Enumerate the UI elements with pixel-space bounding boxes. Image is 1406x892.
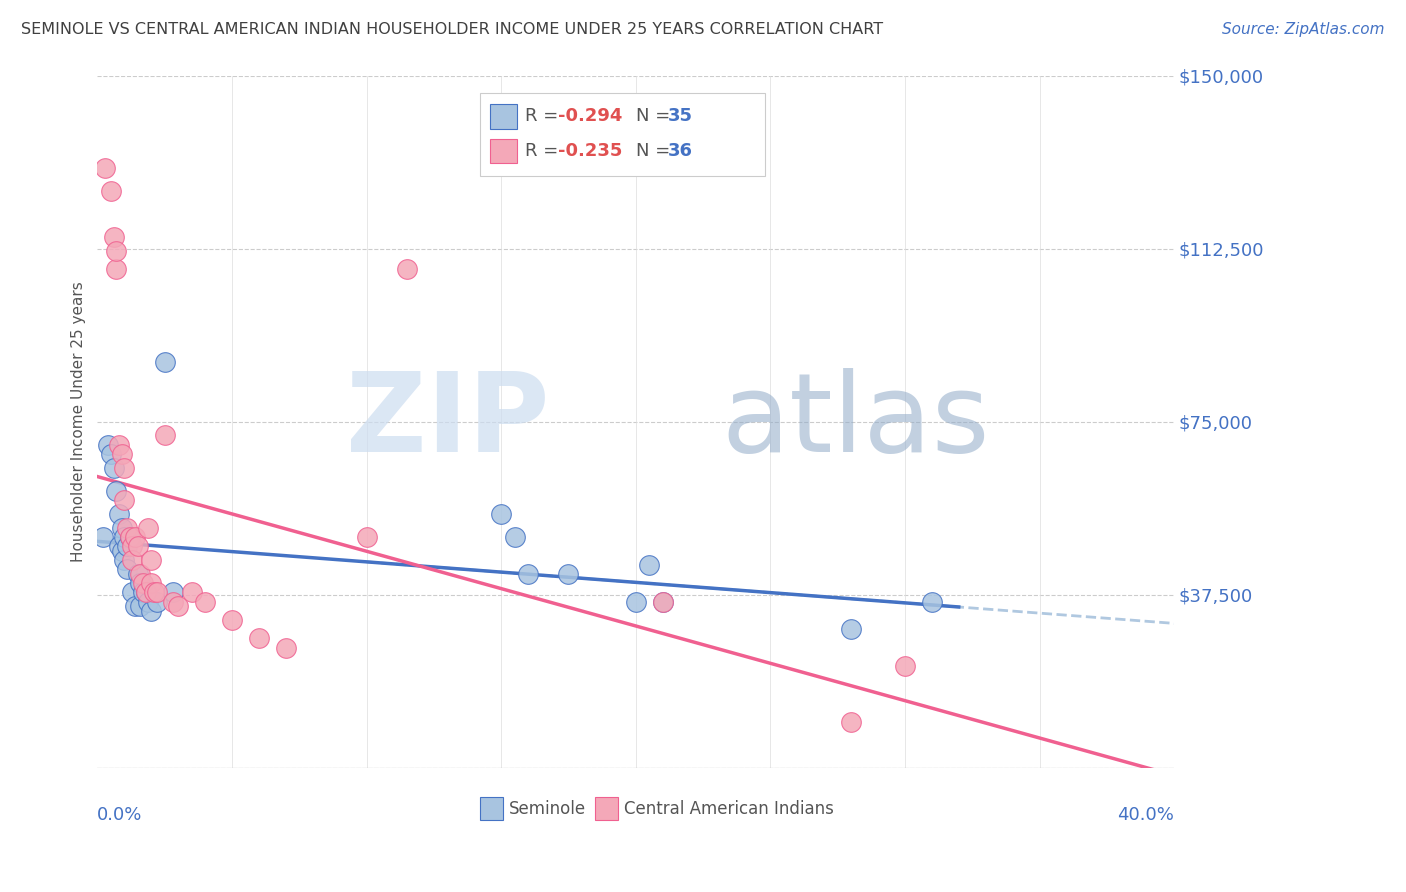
Point: [121, 553, 143, 567]
Point: [145, 585, 167, 599]
Text: ZIP: ZIP: [346, 368, 550, 475]
Bar: [595, 797, 619, 820]
Point: [153, 354, 176, 368]
Text: -0.294: -0.294: [558, 107, 623, 126]
Point: [110, 447, 132, 461]
Point: [129, 566, 152, 581]
Point: [118, 530, 141, 544]
Point: [105, 244, 128, 258]
Point: [127, 566, 149, 581]
Point: [115, 539, 138, 553]
Text: N =: N =: [636, 107, 676, 126]
Point: [839, 714, 862, 729]
Text: N =: N =: [636, 142, 676, 160]
Point: [91, 530, 114, 544]
Point: [274, 640, 297, 655]
Point: [124, 599, 146, 614]
Point: [142, 585, 165, 599]
Point: [141, 604, 163, 618]
Point: [115, 521, 138, 535]
Text: SEMINOLE VS CENTRAL AMERICAN INDIAN HOUSEHOLDER INCOME UNDER 25 YEARS CORRELATIO: SEMINOLE VS CENTRAL AMERICAN INDIAN HOUS…: [21, 22, 883, 37]
Point: [105, 483, 128, 498]
Point: [638, 558, 661, 572]
Point: [194, 594, 217, 608]
Point: [517, 566, 540, 581]
Text: R =: R =: [524, 142, 564, 160]
Point: [145, 594, 167, 608]
Point: [921, 594, 943, 608]
Point: [247, 632, 270, 646]
Point: [124, 530, 146, 544]
Point: [108, 438, 131, 452]
Point: [141, 553, 163, 567]
Point: [167, 599, 190, 614]
Point: [356, 530, 378, 544]
Point: [103, 460, 125, 475]
Text: R =: R =: [524, 107, 564, 126]
Point: [121, 539, 143, 553]
Point: [651, 594, 673, 608]
Point: [162, 585, 184, 599]
Point: [894, 659, 917, 673]
Text: Source: ZipAtlas.com: Source: ZipAtlas.com: [1222, 22, 1385, 37]
Point: [118, 530, 141, 544]
Point: [624, 594, 647, 608]
Point: [94, 161, 117, 175]
Point: [129, 599, 152, 614]
Point: [138, 521, 160, 535]
Point: [153, 428, 176, 442]
Point: [129, 576, 152, 591]
Point: [105, 262, 128, 277]
Text: 36: 36: [668, 142, 693, 160]
Point: [503, 530, 526, 544]
Point: [112, 493, 135, 508]
Point: [162, 594, 184, 608]
Text: Central American Indians: Central American Indians: [624, 799, 834, 818]
Point: [141, 576, 163, 591]
Point: [103, 230, 125, 244]
Bar: [479, 93, 765, 176]
Text: 40.0%: 40.0%: [1118, 805, 1174, 824]
Point: [651, 594, 673, 608]
Text: Seminole: Seminole: [509, 799, 586, 818]
Point: [221, 613, 243, 627]
Point: [112, 530, 135, 544]
Text: atlas: atlas: [721, 368, 990, 475]
Point: [100, 447, 122, 461]
Text: -0.235: -0.235: [558, 142, 623, 160]
Point: [839, 622, 862, 636]
Bar: [491, 138, 517, 163]
Point: [112, 553, 135, 567]
Point: [115, 562, 138, 576]
Point: [132, 585, 155, 599]
Point: [127, 539, 149, 553]
Point: [489, 507, 512, 521]
Point: [395, 262, 418, 277]
Text: 35: 35: [668, 107, 693, 126]
Bar: [479, 797, 503, 820]
Point: [121, 585, 143, 599]
Point: [180, 585, 202, 599]
Point: [108, 507, 131, 521]
Y-axis label: Householder Income Under 25 years: Householder Income Under 25 years: [72, 281, 86, 562]
Point: [135, 585, 157, 599]
Point: [108, 539, 131, 553]
Point: [110, 521, 132, 535]
Point: [557, 566, 579, 581]
Point: [97, 438, 120, 452]
Bar: [491, 103, 517, 128]
Point: [110, 544, 132, 558]
Point: [112, 460, 135, 475]
Point: [100, 184, 122, 198]
Text: 0.0%: 0.0%: [97, 805, 143, 824]
Point: [132, 576, 155, 591]
Point: [138, 594, 160, 608]
Point: [135, 585, 157, 599]
